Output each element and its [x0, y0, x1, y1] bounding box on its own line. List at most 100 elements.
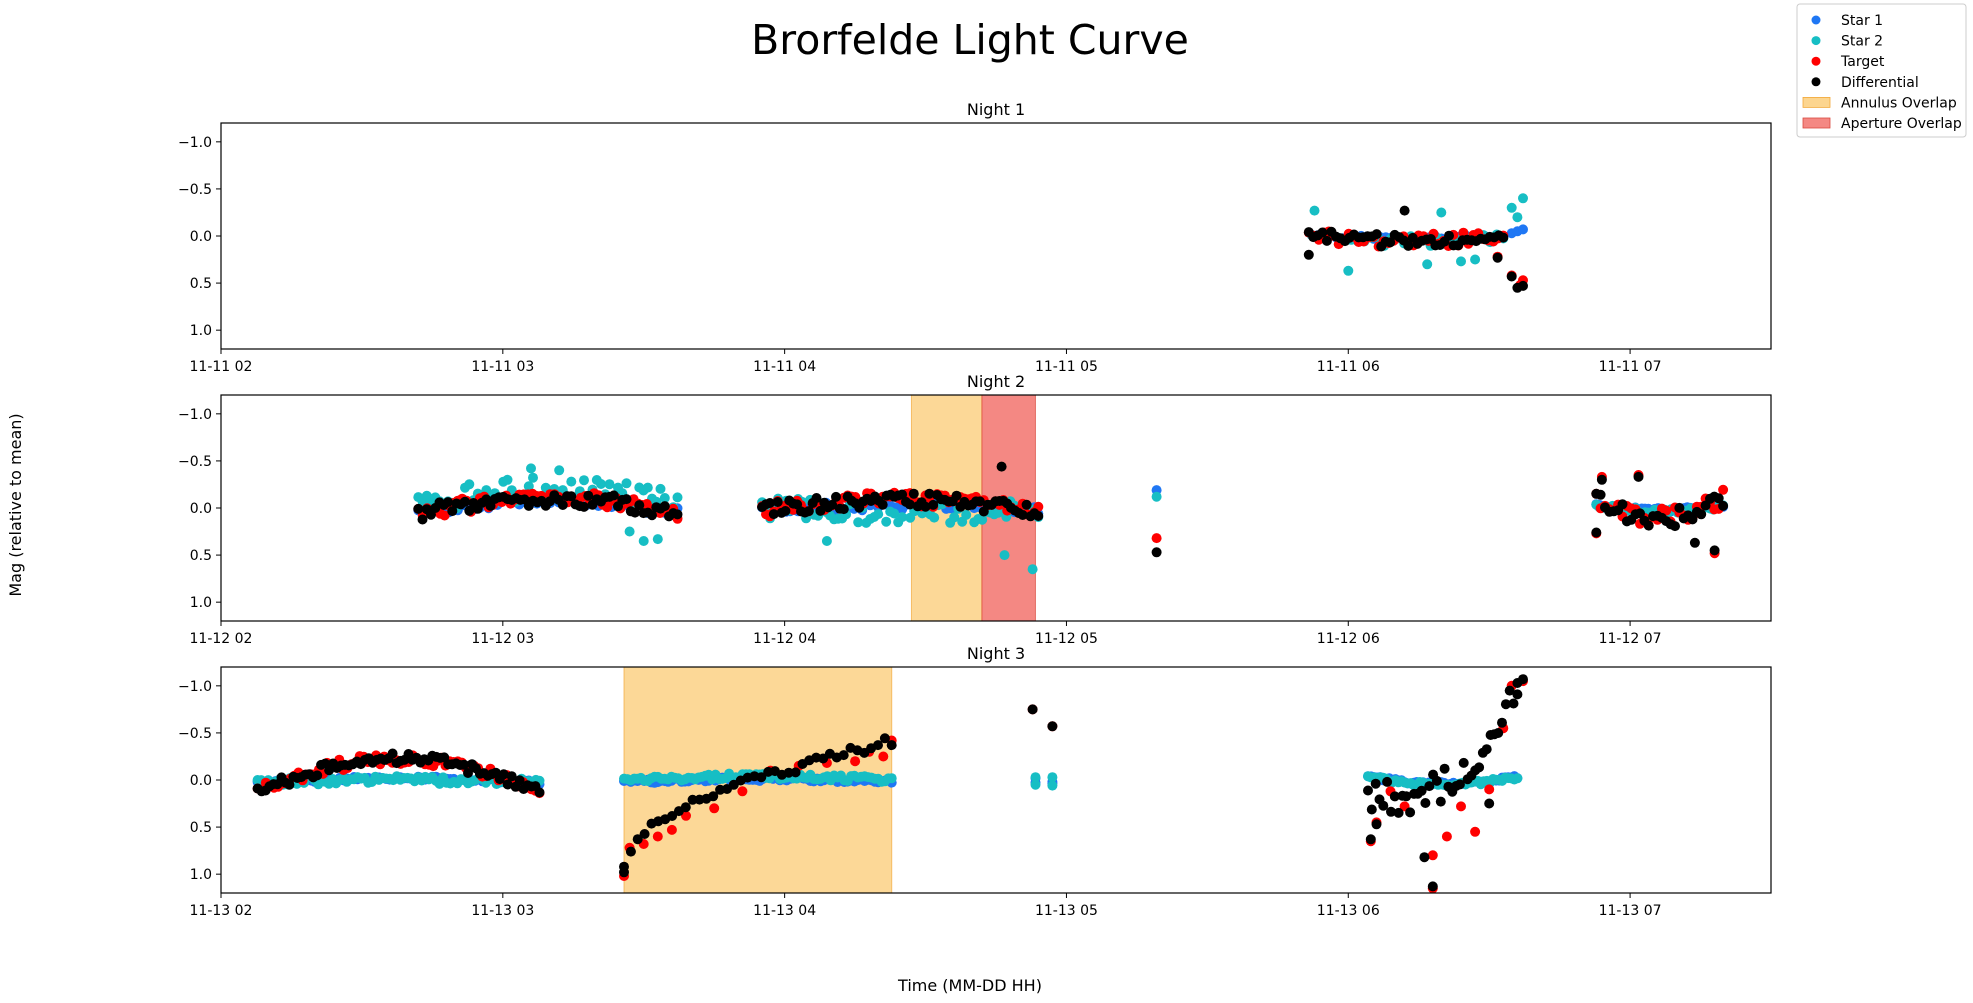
data-point: [659, 501, 670, 512]
data-point: [1689, 537, 1700, 548]
data-point: [1687, 514, 1698, 525]
data-point: [1506, 271, 1517, 282]
data-point: [681, 810, 691, 821]
data-point: [1321, 235, 1332, 246]
data-point: [1444, 230, 1454, 241]
data-point: [619, 867, 629, 878]
x-tick-label: 11-11 04: [753, 359, 816, 375]
x-tick-label: 11-11 06: [1317, 359, 1380, 375]
data-point: [897, 512, 908, 523]
x-tick-label: 11-12 05: [1035, 631, 1098, 647]
data-point: [924, 488, 935, 499]
data-point: [1492, 252, 1503, 263]
data-point: [566, 491, 577, 502]
data-point: [1709, 545, 1720, 556]
data-point: [961, 509, 972, 520]
data-point: [1481, 744, 1492, 755]
data-point: [737, 786, 748, 797]
data-point: [514, 775, 525, 786]
legend-label: Star 1: [1841, 13, 1883, 29]
data-point: [1518, 224, 1528, 235]
y-tick-label: 0.5: [190, 548, 212, 564]
data-point: [439, 510, 450, 521]
data-point: [908, 488, 919, 499]
legend-patch: [1802, 97, 1831, 108]
x-tick-label: 11-13 02: [190, 903, 253, 919]
data-point: [756, 772, 767, 783]
data-point: [1371, 819, 1382, 830]
data-point: [1484, 784, 1495, 795]
data-point: [886, 740, 897, 751]
data-point: [838, 504, 849, 515]
x-tick-label: 11-11 07: [1599, 359, 1662, 375]
x-tick-label: 11-11 05: [1035, 359, 1098, 375]
data-point: [1470, 254, 1481, 265]
data-point: [1713, 493, 1724, 504]
data-point: [873, 509, 884, 520]
data-point: [1017, 510, 1028, 520]
data-point: [1030, 772, 1041, 783]
legend-marker: [1811, 77, 1821, 87]
data-point: [502, 779, 513, 790]
y-tick-label: 1.0: [190, 867, 212, 883]
x-tick-label: 11-12 07: [1599, 631, 1662, 647]
data-point: [904, 499, 915, 510]
data-point: [1343, 265, 1354, 276]
data-point: [1422, 259, 1433, 270]
data-point: [596, 479, 606, 489]
data-point: [583, 490, 594, 501]
x-tick-label: 11-13 03: [471, 903, 534, 919]
data-point: [1633, 471, 1644, 482]
data-point: [1506, 202, 1517, 213]
data-point: [1498, 232, 1509, 243]
data-point: [284, 779, 295, 790]
data-point: [1370, 778, 1381, 789]
data-point: [1439, 763, 1450, 774]
y-tick-label: 0.5: [190, 820, 212, 836]
data-point: [1151, 533, 1162, 544]
data-point: [1591, 527, 1602, 538]
panel-title: Night 3: [967, 644, 1025, 663]
data-point: [1047, 772, 1058, 783]
data-point: [1518, 280, 1528, 291]
legend-label: Annulus Overlap: [1841, 95, 1957, 111]
legend-frame: [1796, 3, 1967, 138]
y-tick-label: −1.0: [178, 679, 212, 695]
data-point: [625, 846, 636, 857]
panel-night-2: Night 2 1.0 0.5 0.0 −0.5 −1.0 11-12 02 11-12 03…: [178, 372, 1772, 647]
data-point: [1027, 564, 1038, 575]
x-tick-label: 11-12 06: [1317, 631, 1380, 647]
data-point: [897, 489, 908, 500]
data-point: [1386, 806, 1396, 817]
data-point: [1458, 757, 1469, 768]
data-point: [1385, 237, 1396, 248]
data-point: [1021, 499, 1032, 510]
data-point: [557, 500, 568, 510]
data-point: [638, 536, 649, 546]
data-point: [999, 550, 1010, 561]
data-point: [624, 526, 635, 537]
data-point: [506, 771, 517, 782]
data-point: [1436, 207, 1447, 218]
data-point: [1493, 728, 1504, 738]
data-point: [1643, 520, 1654, 531]
data-point: [821, 536, 832, 546]
y-tick-label: −0.5: [178, 182, 212, 198]
data-point: [1635, 508, 1645, 519]
data-point: [666, 824, 677, 835]
data-point: [1033, 511, 1044, 521]
data-point: [1500, 699, 1511, 710]
data-point: [1419, 852, 1430, 863]
data-point: [1497, 717, 1507, 728]
data-point: [1508, 698, 1519, 709]
data-point: [672, 492, 683, 503]
data-point: [630, 507, 640, 518]
data-point: [815, 505, 826, 516]
plot-frame: [220, 122, 1772, 350]
y-axis-label: Mag (relative to mean): [6, 413, 25, 596]
data-point: [1416, 785, 1427, 796]
data-point: [1441, 831, 1452, 842]
series-differential: [252, 674, 1528, 892]
data-point: [502, 474, 513, 485]
